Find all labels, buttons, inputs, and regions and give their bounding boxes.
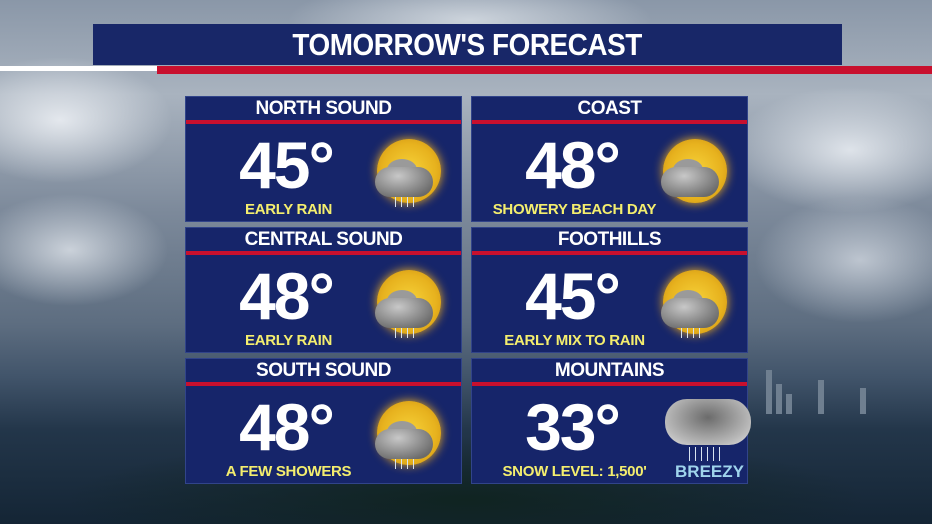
partly-sunny-rain-icon xyxy=(659,268,729,338)
temperature: 45° xyxy=(525,259,621,333)
description: SNOW LEVEL: 1,500' xyxy=(502,463,647,480)
partly-sunny-rain-icon xyxy=(373,399,443,469)
temperature: 48° xyxy=(239,390,335,464)
panel-mountains: MOUNTAINS 33° SNOW LEVEL: 1,500' BREEZY xyxy=(471,358,751,484)
region-name: NORTH SOUND xyxy=(255,97,392,119)
cloud-snow-icon xyxy=(665,399,751,469)
breezy-label: BREEZY xyxy=(675,462,744,481)
divider-white xyxy=(0,66,157,71)
title-bar: TOMORROW'S FORECAST xyxy=(93,24,842,65)
temperature: 48° xyxy=(525,128,621,202)
partly-sunny-rain-icon xyxy=(373,268,443,338)
region-name: COAST xyxy=(577,97,643,119)
panel-central-sound: CENTRAL SOUND 48° EARLY RAIN xyxy=(185,227,462,353)
temperature: 33° xyxy=(525,390,621,464)
panel-north-sound: NORTH SOUND 45° EARLY RAIN xyxy=(185,96,462,222)
panel-south-sound: SOUTH SOUND 48° A FEW SHOWERS xyxy=(185,358,462,484)
region-name: CENTRAL SOUND xyxy=(244,228,403,250)
region-name: FOOTHILLS xyxy=(557,228,662,250)
divider-red xyxy=(157,66,932,74)
region-name: SOUTH SOUND xyxy=(256,359,391,381)
panel-coast: COAST 48° SHOWERY BEACH DAY xyxy=(471,96,748,222)
panel-foothills: FOOTHILLS 45° EARLY MIX TO RAIN xyxy=(471,227,748,353)
description: SHOWERY BEACH DAY xyxy=(492,201,657,218)
description: EARLY RAIN xyxy=(244,332,333,349)
partly-sunny-rain-icon xyxy=(373,137,443,207)
temperature: 45° xyxy=(239,128,335,202)
partly-sunny-rain-icon xyxy=(659,137,729,207)
description: EARLY RAIN xyxy=(244,201,333,218)
description: EARLY MIX TO RAIN xyxy=(504,332,645,349)
region-name: MOUNTAINS xyxy=(554,359,665,381)
page-title: TOMORROW'S FORECAST xyxy=(292,26,643,62)
temperature: 48° xyxy=(239,259,335,333)
description: A FEW SHOWERS xyxy=(225,463,352,480)
